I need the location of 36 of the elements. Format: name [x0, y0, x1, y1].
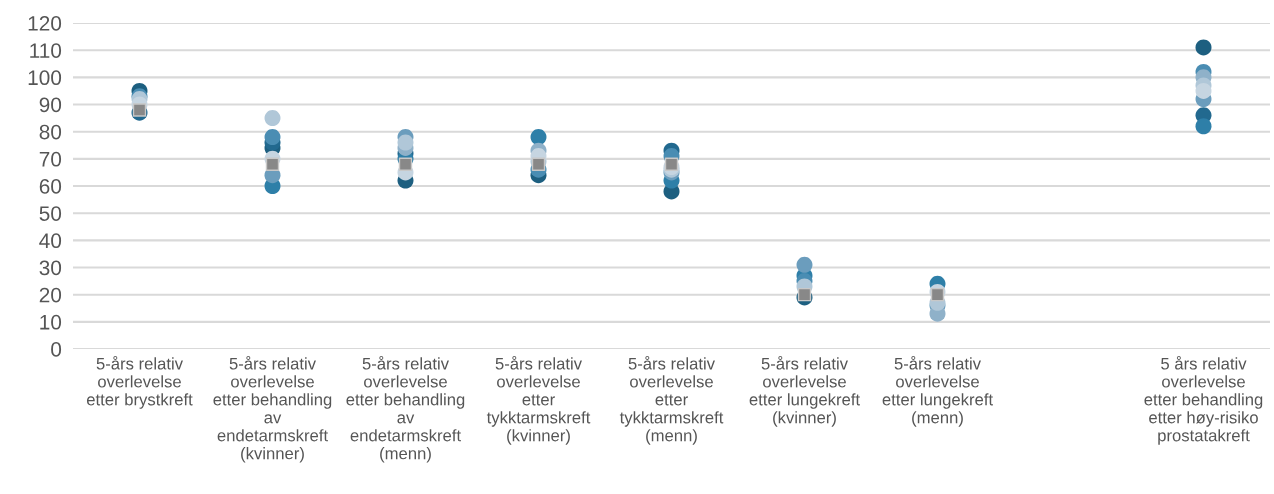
point: [664, 157, 679, 171]
x-tick-label: 5-års relativ overlevelse etter behandling av endetarmskreft (menn): [346, 355, 465, 463]
x-tick-label: 5-års relativ overlevelse etter behandling av endetarmskreft (kvinner): [213, 355, 332, 463]
y-tick-label: 20: [39, 287, 62, 303]
point: [264, 110, 281, 127]
y-tick-label: 80: [39, 124, 62, 140]
y-tick-label: 50: [39, 206, 62, 221]
point: [930, 287, 945, 302]
point: [264, 129, 281, 146]
y-tick-label: 120: [28, 16, 62, 31]
point: [397, 134, 414, 151]
y-tick-label: 40: [39, 233, 62, 249]
point: [531, 157, 546, 171]
point: [132, 103, 147, 117]
x-tick-label: 5-års relativ overlevelse etter tykktarmskreft (kvinner): [486, 355, 591, 445]
point: [1195, 39, 1212, 56]
y-tick-label: 10: [40, 314, 62, 330]
y-tick-label: 0: [51, 342, 62, 357]
point: [398, 157, 413, 171]
point: [1195, 82, 1212, 99]
y-tick-label: 90: [39, 97, 62, 113]
point: [530, 129, 547, 146]
point: [797, 287, 812, 302]
x-tick-label: 5-års relativ overlevelse etter lungekreft (menn): [882, 355, 993, 427]
x-tick-label: 5-års relativ overlevelse etter lungekreft (kvinner): [749, 355, 860, 427]
point: [796, 256, 813, 273]
x-tick-label: 5-års relativ overlevelse etter tykktarmskreft (menn): [619, 355, 724, 445]
y-tick-label: 70: [39, 151, 62, 167]
point: [265, 157, 280, 171]
y-tick-label: 100: [28, 70, 62, 86]
x-tick-label: 5-års relativ overlevelse etter brystkreft: [86, 355, 193, 409]
y-tick-label: 30: [39, 260, 62, 276]
y-tick-label: 110: [30, 43, 62, 58]
y-tick-label: 60: [39, 179, 62, 194]
point: [1195, 118, 1212, 135]
x-tick-label: 5 års relativ overlevelse etter behandling etter høy-risiko prostatakreft: [1144, 355, 1263, 445]
